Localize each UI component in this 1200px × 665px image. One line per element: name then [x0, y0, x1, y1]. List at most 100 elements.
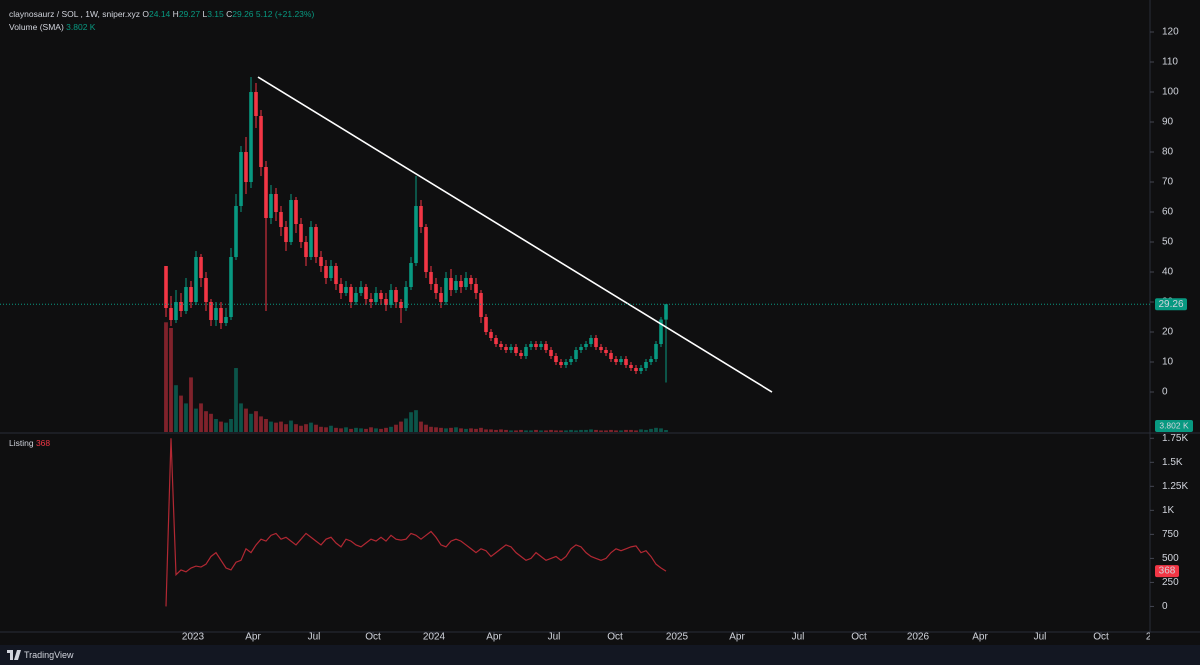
candle-body	[194, 257, 198, 303]
candle-body	[639, 368, 643, 372]
candle-body	[524, 347, 528, 357]
volume-bar	[459, 428, 463, 432]
candle-body	[564, 362, 568, 366]
listing-legend: Listing 368	[9, 438, 50, 448]
volume-label: 3.802 K	[1159, 420, 1189, 430]
candle-body	[339, 284, 343, 294]
volume-bar	[539, 430, 543, 432]
candle-body	[404, 287, 408, 309]
volume-bar	[429, 426, 433, 432]
x-tick-label: Apr	[972, 632, 988, 643]
candle-body	[504, 347, 508, 351]
volume-bar	[599, 430, 603, 432]
y-tick-label: 0	[1162, 387, 1168, 398]
candle-body	[219, 308, 223, 324]
volume-bar	[444, 428, 448, 432]
prefix: L	[202, 9, 208, 19]
candle-body	[354, 293, 358, 303]
candle-body	[234, 206, 238, 258]
candle-body	[549, 350, 553, 357]
volume-bar	[184, 403, 188, 432]
listing-tick-label: 1.5K	[1162, 457, 1183, 468]
candle-body	[329, 266, 333, 279]
candle-body	[489, 332, 493, 339]
candle-body	[284, 227, 288, 243]
volume-bar	[579, 429, 583, 432]
candle-body	[609, 353, 613, 360]
candle-body	[569, 359, 573, 363]
listing-tick-label: 1K	[1162, 505, 1175, 516]
candle-body	[419, 206, 423, 228]
y-tick-label: 20	[1162, 327, 1174, 338]
listing-tick-label: 250	[1162, 577, 1179, 588]
volume-bar	[604, 430, 608, 432]
volume-bar	[664, 430, 668, 432]
volume-bar	[614, 430, 618, 432]
candle-body	[214, 308, 218, 321]
volume-bar	[304, 424, 308, 432]
candle-body	[269, 194, 273, 219]
volume-bar	[589, 429, 593, 432]
volume-bar	[514, 430, 518, 432]
volume-bar	[234, 368, 238, 432]
candle-body	[224, 317, 228, 324]
volume-bar	[279, 421, 283, 432]
x-tick-label: Oct	[1093, 632, 1109, 643]
candle-body	[409, 263, 413, 288]
high-value: 29.27	[178, 9, 201, 19]
volume-bar	[629, 429, 633, 432]
x-tick-label: Jul	[792, 632, 805, 643]
volume-bar	[549, 429, 553, 432]
volume-bar	[319, 426, 323, 432]
volume-bar	[644, 429, 648, 432]
candle-body	[514, 347, 518, 354]
volume-bar	[219, 421, 223, 432]
candle-body	[659, 319, 663, 345]
y-tick-label: 10	[1162, 357, 1174, 368]
y-tick-label: 60	[1162, 207, 1174, 218]
volume-bar	[229, 419, 233, 432]
candle-body	[434, 284, 438, 294]
candle-body	[559, 362, 563, 366]
candle-body	[579, 347, 583, 351]
listing-name: Listing	[9, 438, 34, 448]
candle-body	[584, 344, 588, 348]
volume-bar	[639, 429, 643, 432]
volume-bar	[349, 428, 353, 432]
candle-body	[469, 278, 473, 285]
volume-bar	[214, 419, 218, 432]
candle-body	[289, 200, 293, 243]
volume-bar	[369, 427, 373, 432]
candle-body	[399, 302, 403, 309]
volume-bar	[174, 385, 178, 432]
volume-bar	[554, 430, 558, 432]
candle-body	[464, 278, 468, 288]
candle-body	[309, 227, 313, 258]
candle-body	[374, 293, 378, 303]
volume-bar	[359, 428, 363, 432]
candle-body	[294, 200, 298, 225]
candle-body	[474, 284, 478, 294]
brand-logo	[7, 650, 21, 660]
volume-bar	[284, 424, 288, 432]
volume-bar	[559, 430, 563, 432]
volume-bar	[259, 416, 263, 432]
candle-body	[299, 224, 303, 243]
volume-bar	[469, 428, 473, 432]
volume-bar	[239, 403, 243, 432]
candle-body	[259, 116, 263, 168]
volume-bar	[334, 427, 338, 432]
volume-bar	[524, 430, 528, 432]
candle-body	[199, 257, 203, 279]
volume-bar	[474, 428, 478, 432]
candle-body	[384, 299, 388, 306]
candle-body	[454, 281, 458, 291]
y-tick-label: 50	[1162, 237, 1174, 248]
volume-bar	[504, 429, 508, 432]
volume-bar	[414, 410, 418, 432]
candle-body	[509, 347, 513, 351]
candle-body	[534, 344, 538, 348]
brand: TradingView	[24, 650, 74, 660]
volume-bar	[624, 429, 628, 432]
candle-body	[619, 359, 623, 363]
